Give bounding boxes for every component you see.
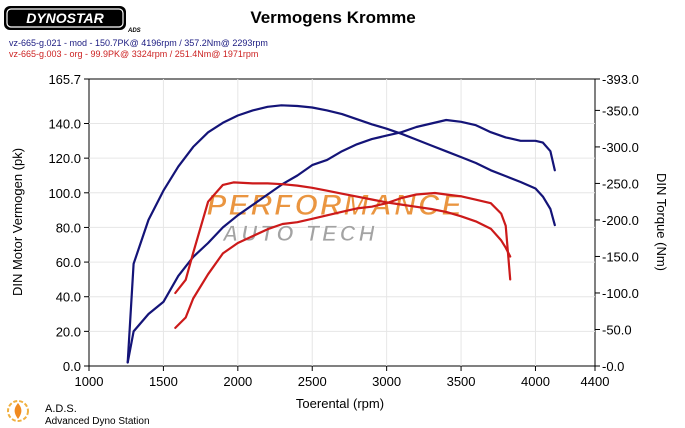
plot-frame xyxy=(88,78,596,367)
y-right-tick-label: -200.0 xyxy=(602,213,639,228)
performance-autotech-watermark: PERFORMANCE AUTO TECH xyxy=(206,189,463,247)
legend-entry-mod: vz-665-g.021 - mod - 150.7PK@ 4196rpm / … xyxy=(9,38,268,48)
y-left-tick-label: 60.0 xyxy=(56,255,81,270)
chart-title: Vermogens Kromme xyxy=(250,8,415,27)
x-tick-label: 3500 xyxy=(447,374,476,389)
footer-brand: A.D.S. xyxy=(45,403,77,415)
y-left-tick-label: 100.0 xyxy=(48,186,81,201)
y-right-tick-label: -250.0 xyxy=(602,176,639,191)
y-right-tick-label: -0.0 xyxy=(602,359,624,374)
series-line-org-power xyxy=(174,191,512,329)
y-left-tick-label: 40.0 xyxy=(56,290,81,305)
x-tick-label: 1500 xyxy=(149,374,178,389)
y-right-tick-label: -150.0 xyxy=(602,249,639,264)
y-right-tick-label: -393.0 xyxy=(602,72,639,87)
y-left-tick-label: 20.0 xyxy=(56,324,81,339)
flame-icon xyxy=(7,400,29,422)
x-tick-label: 3000 xyxy=(372,374,401,389)
y-right-tick-label: -350.0 xyxy=(602,103,639,118)
curves xyxy=(126,104,556,364)
brand-sub: ADS xyxy=(127,28,141,34)
axis-ticks: 1000 1500 2000 2500 3000 3500 4000 4400 0.0 20.0 4… xyxy=(48,72,638,389)
x-tick-label: 2000 xyxy=(223,374,252,389)
watermark-line1: PERFORMANCE xyxy=(206,189,463,222)
ads-logo: A.D.S. Advanced Dyno Station xyxy=(7,400,150,427)
y-left-tick-label: 80.0 xyxy=(56,220,81,235)
series-line-org-torque xyxy=(174,181,512,295)
y-right-tick-label: -100.0 xyxy=(602,286,639,301)
y-axis-right-label: DIN Torque (Nm) xyxy=(654,173,669,271)
series-line-mod-torque xyxy=(126,104,556,364)
brand-name: DYNOSTAR xyxy=(26,10,104,26)
y-left-tick-label: 120.0 xyxy=(48,151,81,166)
x-axis-label: Toerental (rpm) xyxy=(296,396,384,411)
dynostar-logo: DYNOSTAR ADS xyxy=(4,6,141,34)
x-tick-label: 1000 xyxy=(75,374,104,389)
y-left-tick-label: 0.0 xyxy=(63,359,81,374)
x-tick-label: 4400 xyxy=(581,374,610,389)
y-right-tick-label: -300.0 xyxy=(602,140,639,155)
x-tick-label: 4000 xyxy=(521,374,550,389)
series-line-mod-power xyxy=(126,118,556,364)
x-tick-label: 2500 xyxy=(298,374,327,389)
y-axis-left-label: DIN Motor Vermogen (pk) xyxy=(10,148,25,296)
y-left-tick-label: 140.0 xyxy=(48,117,81,132)
legend-entry-org: vz-665-g.003 - org - 99.9PK@ 3324rpm / 2… xyxy=(9,49,258,59)
y-left-tick-label: 165.7 xyxy=(48,72,81,87)
watermark-line2: AUTO TECH xyxy=(222,221,378,246)
grid-lines xyxy=(89,79,595,366)
footer-tagline: Advanced Dyno Station xyxy=(45,416,150,427)
y-right-tick-label: -50.0 xyxy=(602,322,632,337)
